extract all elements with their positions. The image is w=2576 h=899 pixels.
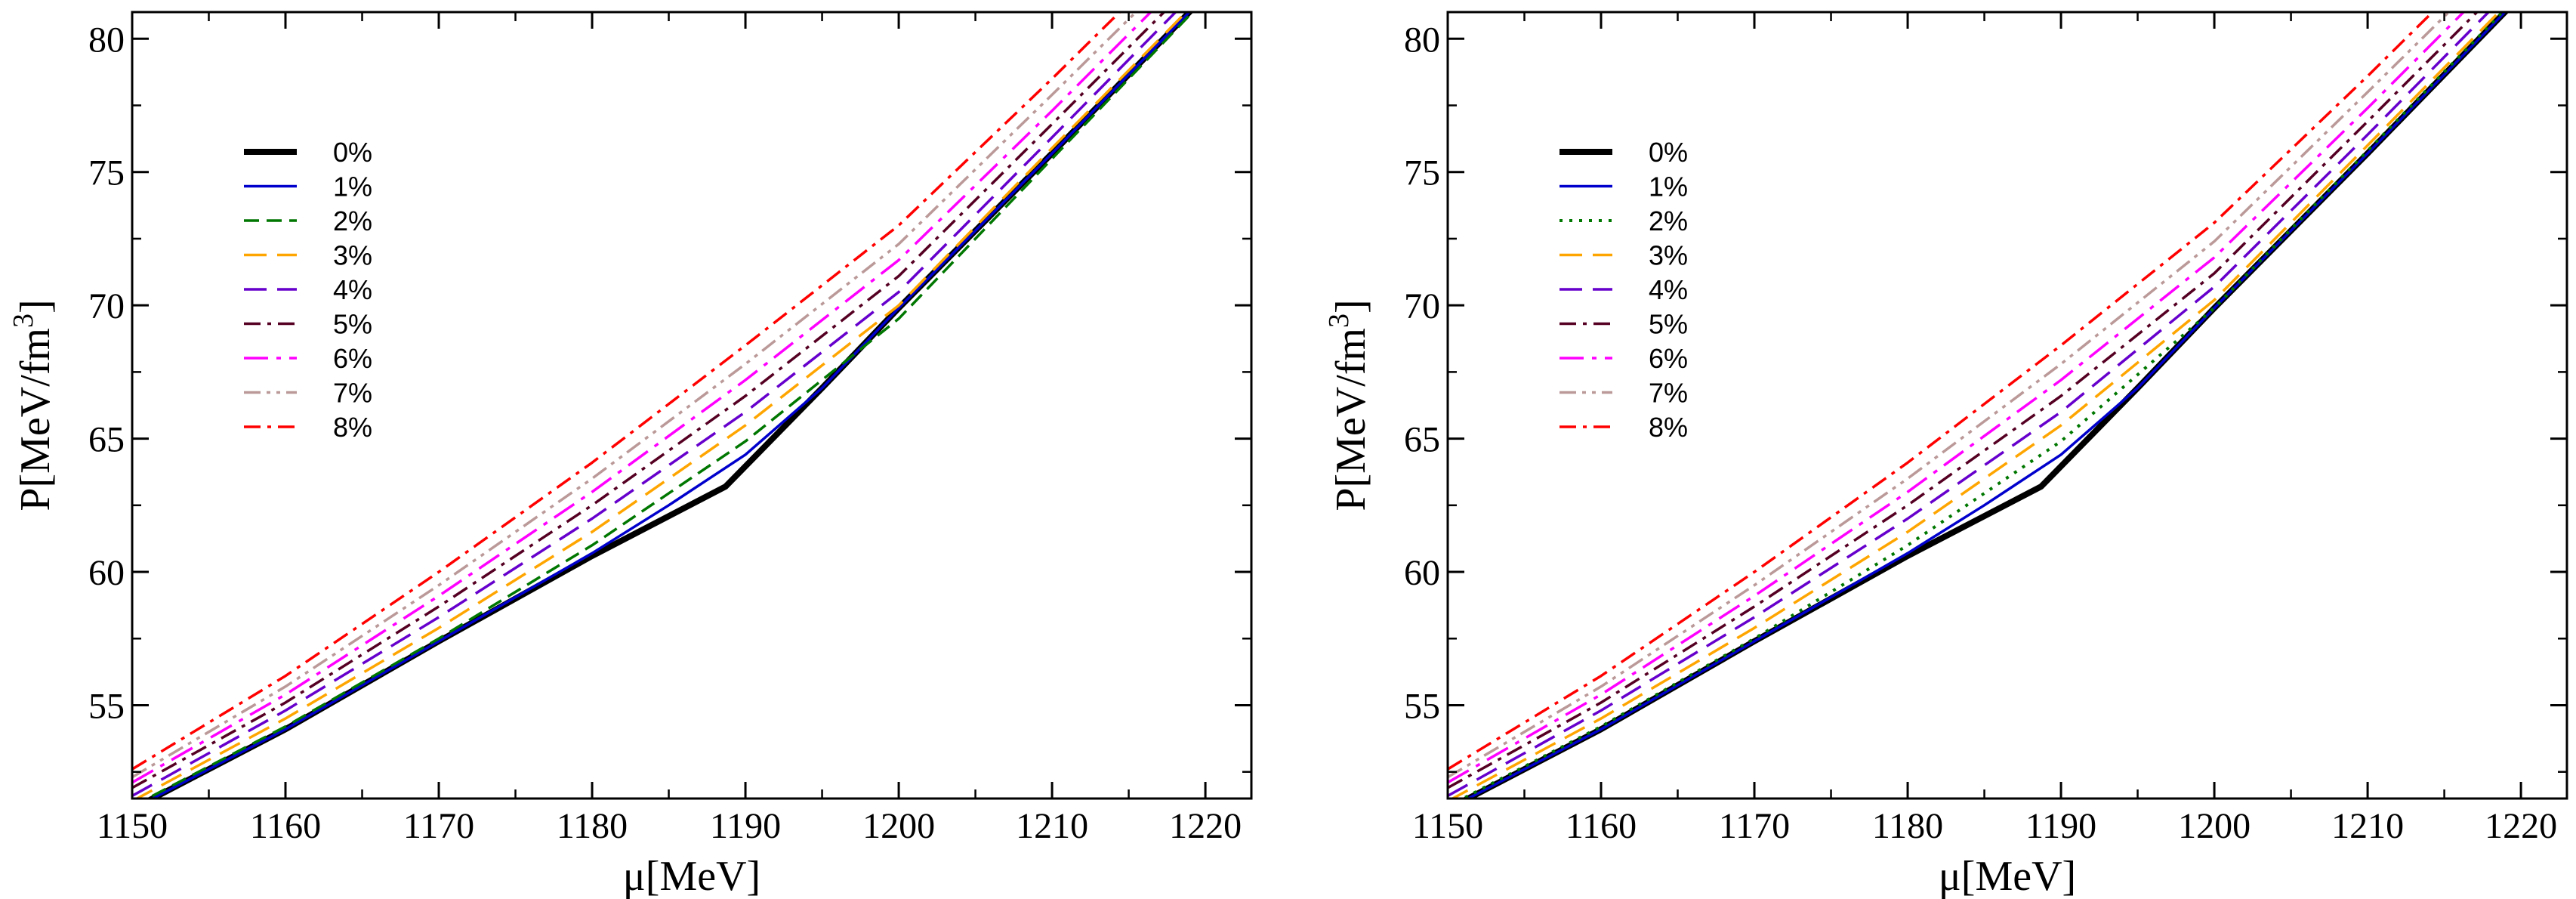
legend: 0%1%2% 3%4% 5%6% 7%8% [244, 137, 372, 443]
legend-label: 5% [333, 309, 372, 340]
y-tick-label: 60 [88, 553, 125, 593]
y-tick-label: 75 [88, 153, 125, 193]
series-group [132, 12, 1195, 799]
chart-panel-2: 1150 1160 1170 1180 1190 1200 1210 1220 55 60 65 70… [1323, 11, 2568, 899]
x-tick-label: 1210 [1016, 806, 1088, 846]
series-line-4pct [132, 12, 1178, 798]
series-line-6pct [132, 12, 1153, 784]
series-group [1448, 12, 2510, 799]
legend-label: 8% [333, 412, 372, 443]
series-line-4pct [1448, 12, 2491, 798]
y-axis-label: P[MeV/fm3] [1323, 299, 1374, 511]
legend-label: 2% [333, 205, 372, 236]
x-tick-label: 1190 [710, 806, 781, 846]
series-line-8pct [132, 12, 1122, 771]
x-tick-label: 1220 [2485, 806, 2557, 846]
y-tick-label: 65 [88, 420, 125, 460]
x-tick-label: 1200 [2178, 806, 2251, 846]
y-tick-label: 70 [88, 286, 125, 326]
x-tick-label: 1160 [250, 806, 321, 846]
legend-label: 8% [1649, 412, 1688, 443]
legend-label: 7% [333, 378, 372, 409]
series-line-2pct [144, 12, 1195, 799]
series-line-3pct [1449, 12, 2501, 799]
series-line-5pct [1448, 12, 2479, 789]
chart-panel-1: 1150 1160 1170 1180 1190 1200 1210 1220 55 60 65 70… [8, 11, 1253, 899]
plot-frame [1446, 11, 2568, 800]
x-tick-label: 1200 [862, 806, 935, 846]
y-tick-label: 70 [1404, 286, 1440, 326]
legend-label: 3% [1649, 240, 1688, 271]
y-tick-label: 80 [1404, 20, 1440, 60]
x-tick-label: 1180 [557, 806, 628, 846]
y-tick-label: 80 [88, 20, 125, 60]
legend-label: 4% [333, 274, 372, 305]
series-line-7pct [1448, 12, 2451, 779]
series-line-2pct [1459, 12, 2505, 799]
x-axis-label: μ[MeV] [1939, 853, 2076, 899]
x-tick-label: 1210 [2331, 806, 2404, 846]
plot-frame [131, 11, 1253, 800]
x-tick-label: 1150 [1412, 806, 1483, 846]
y-tick-label: 65 [1404, 420, 1440, 460]
series-line-3pct [134, 12, 1189, 799]
y-tick-label: 55 [1404, 686, 1440, 726]
series-line-5pct [132, 12, 1166, 789]
y-tick-label: 55 [88, 686, 125, 726]
legend-label: 4% [1649, 274, 1688, 305]
legend-label: 3% [333, 240, 372, 271]
y-tick-label: 60 [1404, 553, 1440, 593]
legend-label: 5% [1649, 309, 1688, 340]
x-axis-label: μ[MeV] [623, 853, 760, 899]
y-axis-label: P[MeV/fm3] [8, 299, 59, 511]
x-tick-label: 1170 [403, 806, 474, 846]
y-tick-label: 75 [1404, 153, 1440, 193]
legend-label: 2% [1649, 205, 1688, 236]
x-tick-label: 1220 [1169, 806, 1242, 846]
x-tick-label: 1180 [1872, 806, 1943, 846]
series-line-1pct [150, 12, 1192, 799]
legend: 0%1%2% 3%4% 5%6% 7%8% [1559, 137, 1688, 443]
legend-label: 6% [333, 343, 372, 374]
legend-label: 0% [333, 137, 372, 168]
x-tick-label: 1150 [97, 806, 168, 846]
series-line-6pct [1448, 12, 2466, 784]
series-line-7pct [132, 12, 1138, 779]
x-tick-label: 1170 [1719, 806, 1790, 846]
series-line-8pct [1448, 12, 2435, 771]
x-tick-label: 1190 [2025, 806, 2096, 846]
series-line-1pct [1465, 12, 2507, 799]
legend-label: 0% [1649, 137, 1688, 168]
legend-label: 6% [1649, 343, 1688, 374]
legend-label: 1% [1649, 171, 1688, 202]
x-tick-label: 1160 [1566, 806, 1637, 846]
legend-label: 7% [1649, 378, 1688, 409]
legend-label: 1% [333, 171, 372, 202]
